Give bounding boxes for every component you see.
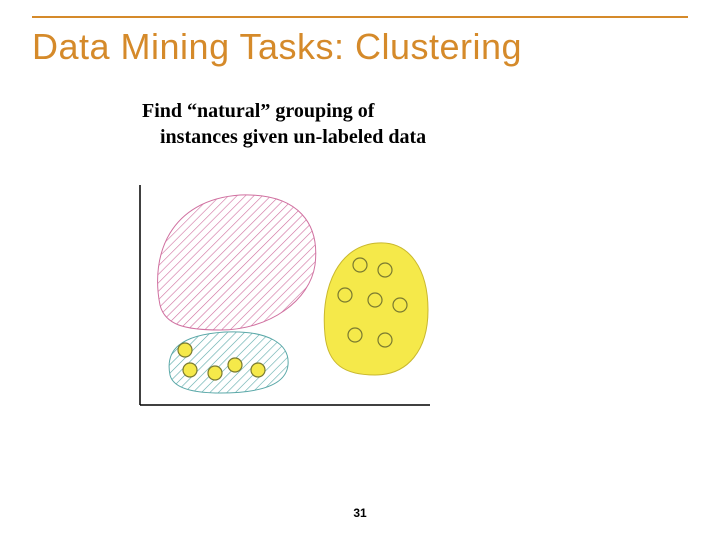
subtitle-line2: instances given un-labeled data bbox=[142, 124, 426, 150]
data-point bbox=[251, 363, 265, 377]
data-point bbox=[208, 366, 222, 380]
page-title: Data Mining Tasks: Clustering bbox=[32, 26, 522, 68]
boundary-points bbox=[178, 343, 192, 357]
data-point bbox=[393, 298, 407, 312]
data-point bbox=[183, 363, 197, 377]
data-point bbox=[378, 263, 392, 277]
data-point bbox=[178, 343, 192, 357]
page-number: 31 bbox=[0, 506, 720, 520]
data-point bbox=[378, 333, 392, 347]
data-point bbox=[353, 258, 367, 272]
pink-cluster bbox=[158, 195, 316, 330]
data-point bbox=[228, 358, 242, 372]
subtitle: Find “natural” grouping of instances giv… bbox=[142, 98, 426, 150]
data-point bbox=[368, 293, 382, 307]
title-underline bbox=[32, 16, 688, 18]
subtitle-line1: Find “natural” grouping of bbox=[142, 98, 426, 124]
data-point bbox=[338, 288, 352, 302]
clustering-chart bbox=[130, 175, 450, 415]
data-point bbox=[348, 328, 362, 342]
yellow-cluster bbox=[324, 243, 428, 375]
chart-svg bbox=[130, 175, 450, 415]
